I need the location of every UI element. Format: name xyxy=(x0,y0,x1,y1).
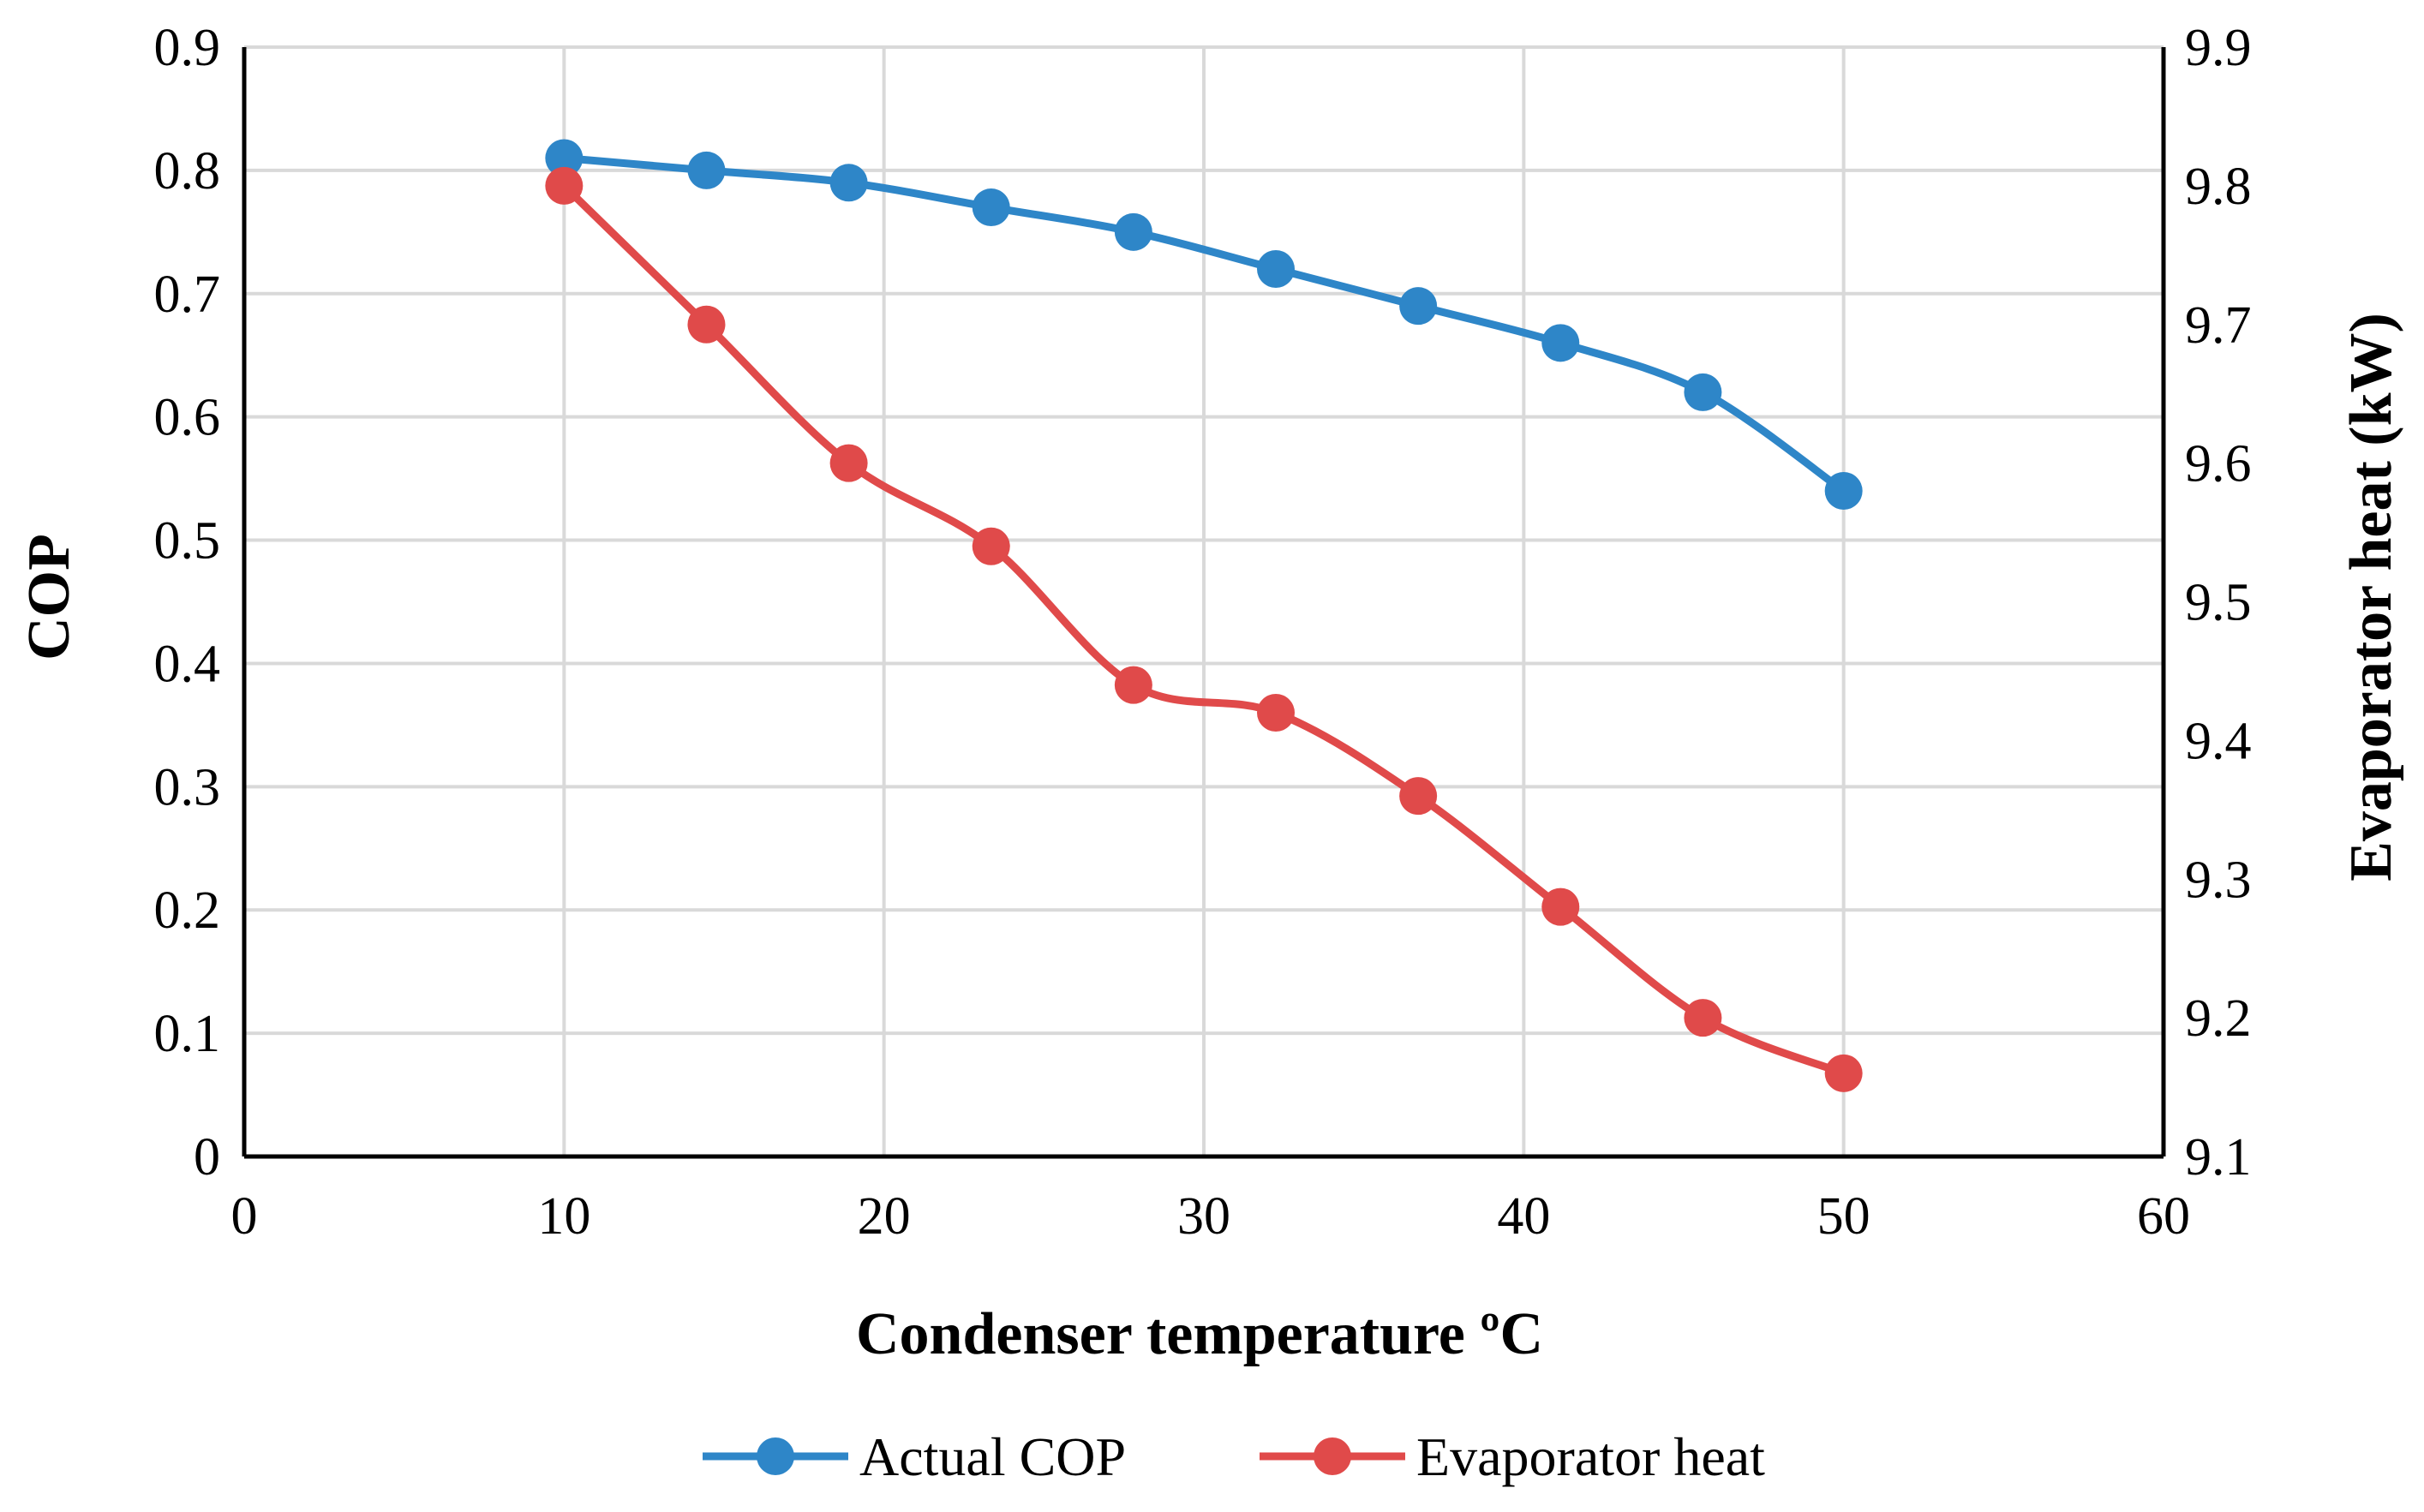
y-tick-label: 0.4 xyxy=(154,635,221,693)
y-tick-label: 0.3 xyxy=(154,758,221,816)
y-axis-title: COP xyxy=(16,534,82,660)
data-point-evaporator-heat xyxy=(1399,777,1438,816)
y-tick-label: 0.6 xyxy=(154,389,221,447)
data-point-actual-cop xyxy=(829,164,868,202)
data-point-actual-cop xyxy=(1541,324,1580,362)
data-point-actual-cop xyxy=(1114,212,1152,251)
data-point-actual-cop xyxy=(687,151,726,189)
data-point-evaporator-heat xyxy=(972,527,1010,565)
data-point-evaporator-heat xyxy=(1114,666,1152,704)
x-axis-title: Condenser temperature ºC xyxy=(856,1301,1543,1367)
series-layer xyxy=(545,139,1863,1092)
y-tick-label: 0.1 xyxy=(154,1005,221,1063)
y-tick-label: 0.5 xyxy=(154,512,221,571)
y2-tick-label: 9.3 xyxy=(2185,851,2252,909)
y2-tick-label: 9.4 xyxy=(2185,712,2252,770)
y-tick-label: 0 xyxy=(194,1128,220,1186)
data-point-actual-cop xyxy=(1824,472,1863,510)
series-line-evaporator-heat xyxy=(561,182,1846,1078)
y2-tick-label: 9.8 xyxy=(2185,158,2252,216)
legend-item-evaporator-heat: Evaporator heat xyxy=(1260,1426,1765,1487)
y2-tick-label: 9.6 xyxy=(2185,435,2252,493)
legend-marker-evaporator-heat xyxy=(1314,1437,1351,1475)
y2-tick-label: 9.7 xyxy=(2185,296,2252,355)
legend-marker-actual-cop xyxy=(757,1437,794,1475)
y2-tick-label: 9.5 xyxy=(2185,574,2252,632)
data-point-evaporator-heat xyxy=(1541,887,1580,926)
y2-tick-label: 9.1 xyxy=(2185,1128,2252,1186)
data-point-evaporator-heat xyxy=(1684,999,1722,1037)
legend-item-actual-cop: Actual COP xyxy=(703,1426,1126,1487)
legend-label-actual-cop: Actual COP xyxy=(859,1426,1126,1487)
data-point-actual-cop xyxy=(972,188,1010,227)
data-point-evaporator-heat xyxy=(545,166,584,205)
data-point-evaporator-heat xyxy=(829,444,868,482)
data-point-evaporator-heat xyxy=(1257,694,1295,732)
axes xyxy=(242,47,2166,1159)
data-point-actual-cop xyxy=(1684,373,1722,411)
x-tick-label: 40 xyxy=(1497,1187,1550,1246)
x-tick-label: 50 xyxy=(1817,1187,1870,1246)
y2-tick-label: 9.2 xyxy=(2185,989,2252,1048)
y2-tick-label: 9.9 xyxy=(2185,19,2252,77)
data-point-evaporator-heat xyxy=(687,305,726,344)
x-tick-label: 60 xyxy=(2137,1187,2190,1246)
grid xyxy=(244,45,2164,1156)
legend: Actual COP Evaporator heat xyxy=(703,1426,1765,1487)
y-tick-label: 0.7 xyxy=(154,266,221,324)
series-line-actual-cop xyxy=(563,154,1846,494)
data-point-evaporator-heat xyxy=(1824,1054,1863,1092)
tick-labels: 0 0.1 0.2 0.3 0.4 0.5 0.6 0.7 0.8 0.9 0 10 20 30 40 50 6… xyxy=(154,19,2252,1246)
y-tick-label: 0.9 xyxy=(154,19,221,77)
data-point-actual-cop xyxy=(545,139,584,177)
x-tick-label: 20 xyxy=(858,1187,911,1246)
data-point-actual-cop xyxy=(1399,287,1438,326)
y2-axis-title: Evaporator heat (kW) xyxy=(2338,313,2404,882)
y-tick-label: 0.8 xyxy=(154,142,221,200)
x-tick-label: 0 xyxy=(231,1187,258,1246)
data-point-actual-cop xyxy=(1257,250,1295,288)
x-tick-label: 10 xyxy=(537,1187,590,1246)
legend-label-evaporator-heat: Evaporator heat xyxy=(1416,1426,1765,1487)
y-tick-label: 0.2 xyxy=(154,882,221,940)
x-tick-label: 30 xyxy=(1177,1187,1230,1246)
